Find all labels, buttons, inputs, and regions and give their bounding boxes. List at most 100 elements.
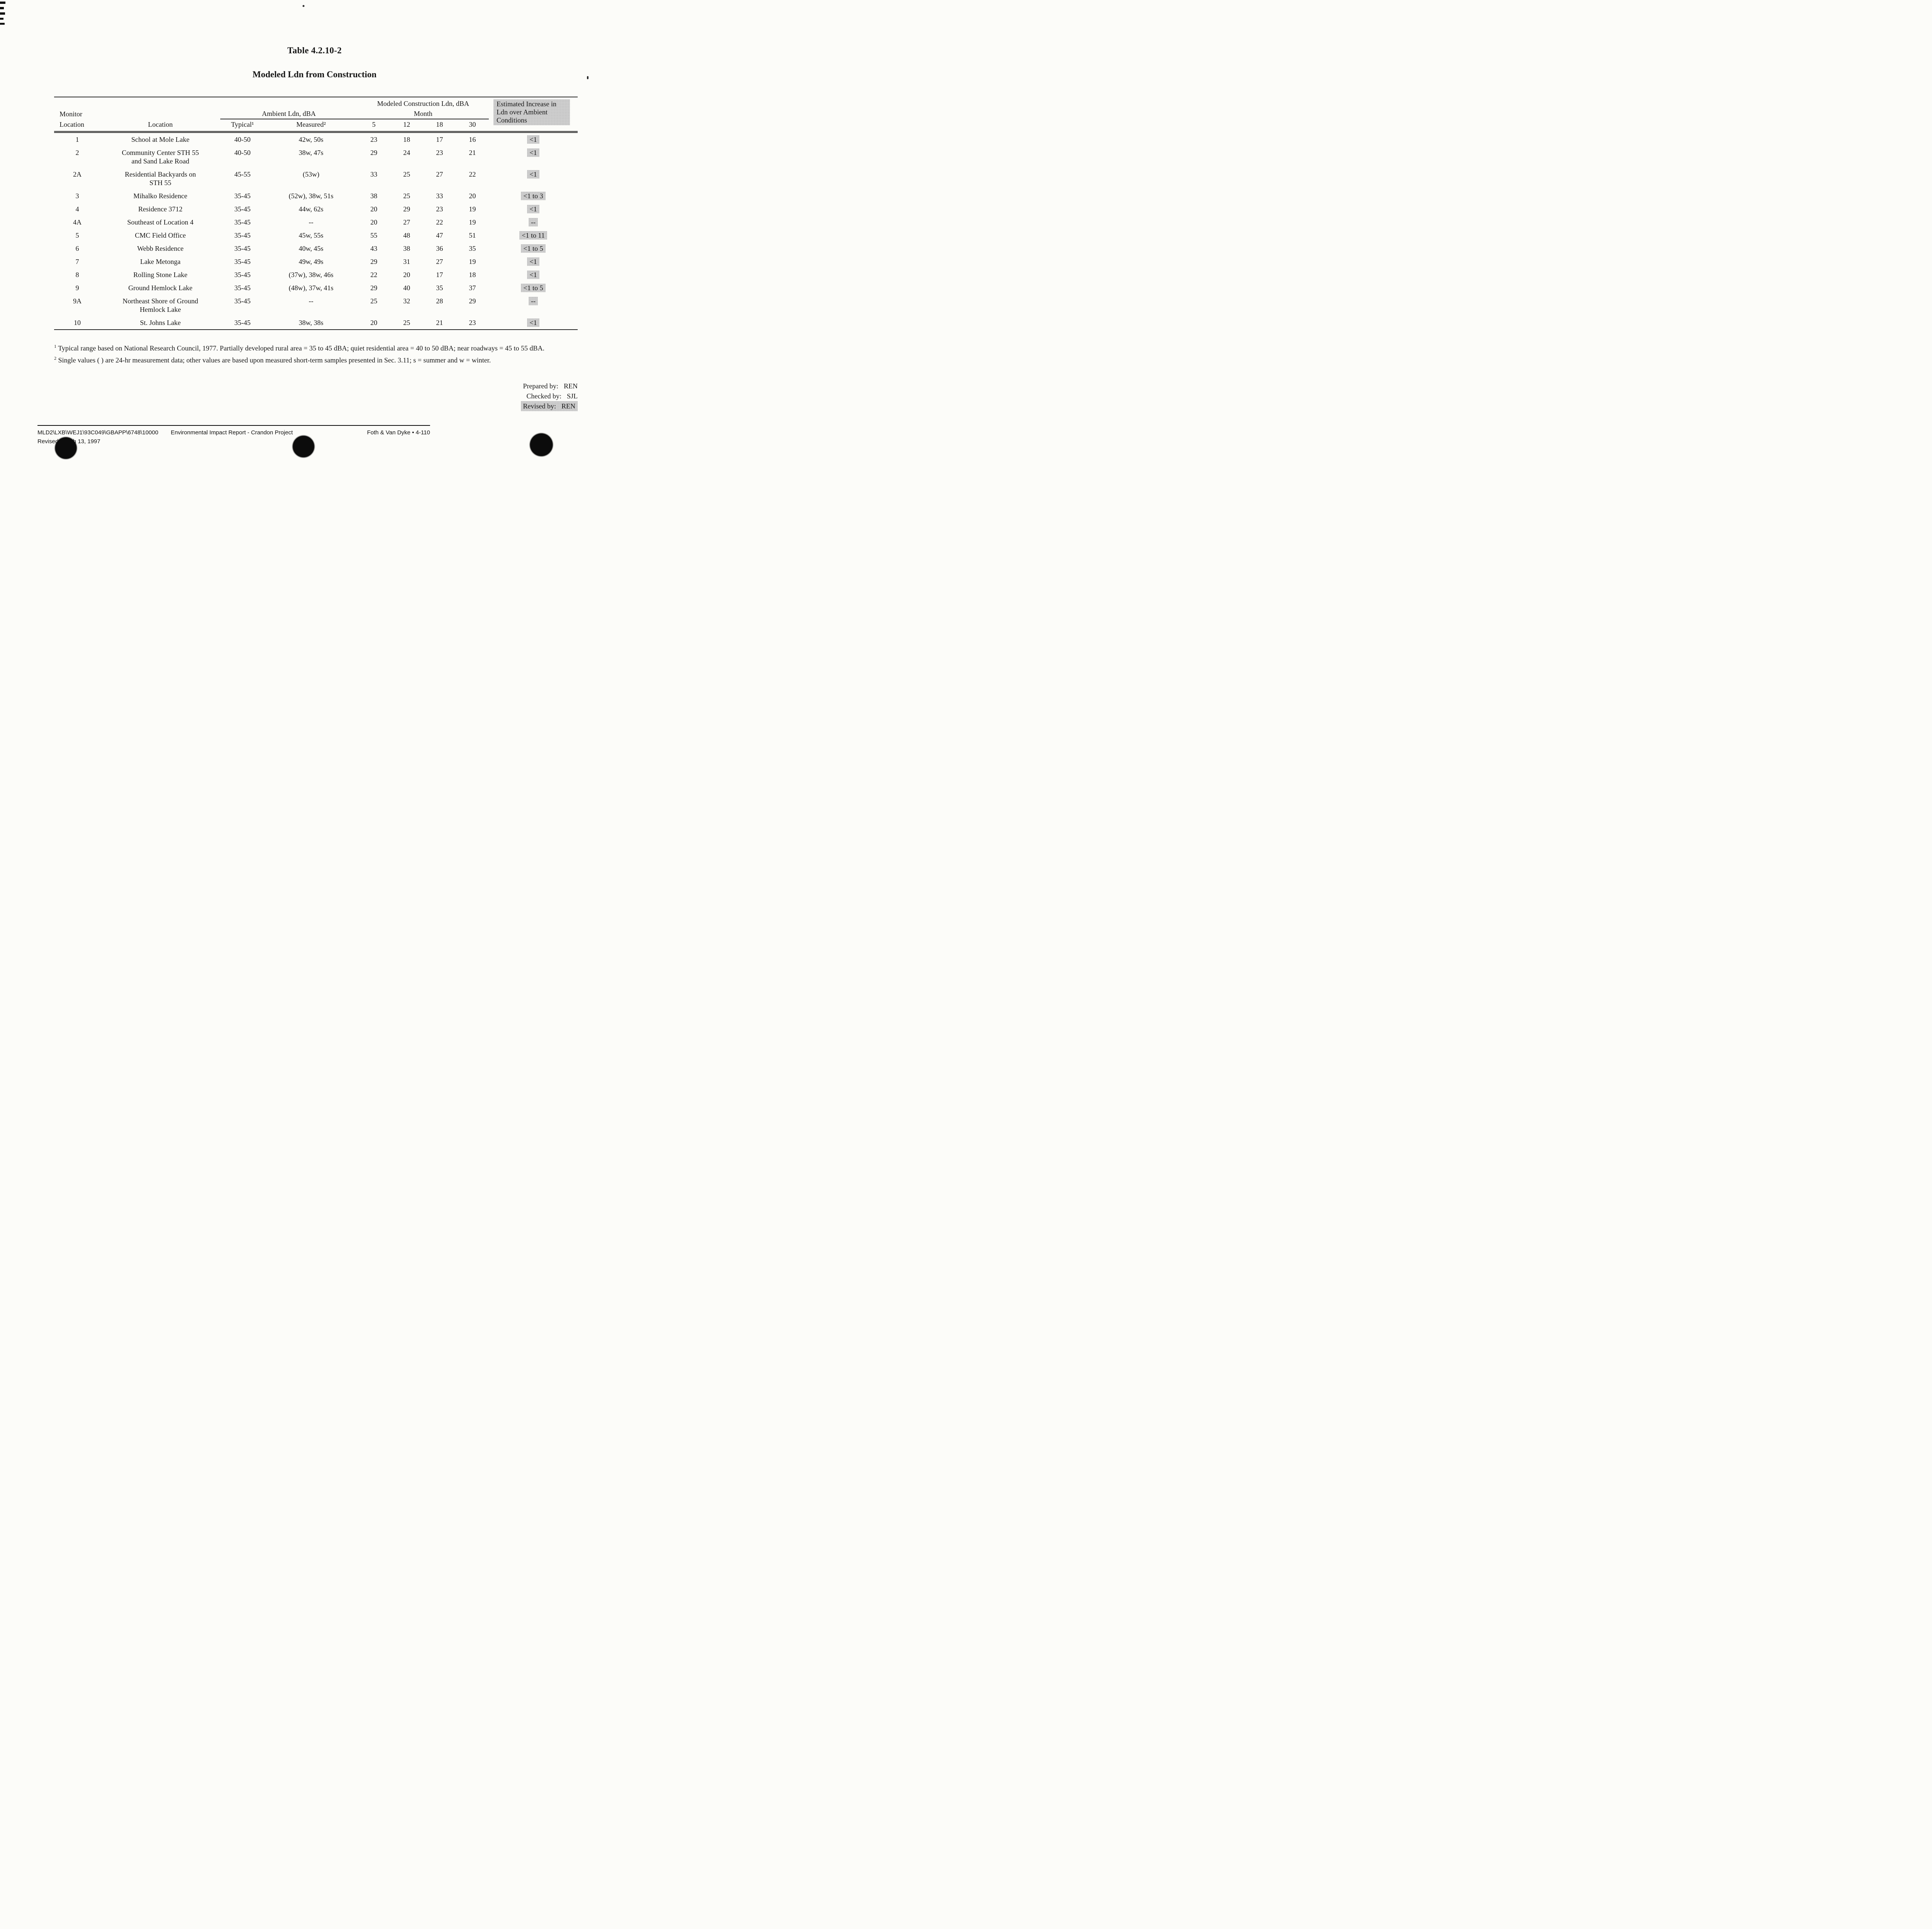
cell-month-18: 33 [436, 192, 443, 200]
header-spacer [54, 97, 357, 109]
cell-month-12: 40 [403, 284, 410, 292]
cell-estimated-increase: -- [489, 294, 578, 316]
cell-estimated-increase: <1 [489, 146, 578, 168]
location-text: Community Center STH 55 and Sand Lake Ro… [122, 149, 199, 165]
table-row: 8 Rolling Stone Lake 35-45 (37w), 38w, 4… [54, 268, 578, 281]
table-row: 10 St. Johns Lake 35-45 38w, 38s 20 25 2… [54, 316, 578, 330]
cell-month-12: 48 [403, 231, 410, 239]
modeled-ldn-table: Modeled Construction Ldn, dBA Estimated … [54, 97, 578, 330]
cell-monitor-location: 7 [75, 258, 79, 265]
cell-location: Northeast Shore of Ground Hemlock Lake [100, 294, 220, 316]
cell-month-12: 18 [403, 136, 410, 143]
table-row: 3 Mihalko Residence 35-45 (52w), 38w, 51… [54, 189, 578, 202]
cell-measured-ambient: -- [309, 218, 313, 226]
report-title: Environmental Impact Report - Crandon Pr… [170, 429, 293, 436]
header-location: Location [100, 119, 220, 133]
table-row: 2 Community Center STH 55 and Sand Lake … [54, 146, 578, 168]
cell-typical-ambient: 35-45 [234, 258, 251, 265]
estimated-increase-label: Estimated Increase in Ldn over Ambient C… [493, 99, 570, 125]
cell-month-12: 38 [403, 245, 410, 252]
table-row: 6 Webb Residence 35-45 40w, 45s 43 38 36… [54, 242, 578, 255]
cell-month-30: 23 [469, 319, 476, 327]
cell-month-5: 20 [370, 319, 378, 327]
footer-right: Foth & Van Dyke • 4-110 [367, 429, 430, 436]
cell-month-18: 17 [436, 136, 443, 143]
cell-monitor-location: 2A [73, 170, 82, 178]
cell-location: St. Johns Lake [100, 316, 220, 330]
hole-punch-right [530, 434, 553, 456]
cell-month-30: 16 [469, 136, 476, 143]
cell-location: Webb Residence [100, 242, 220, 255]
cell-estimated-increase: <1 to 3 [489, 189, 578, 202]
cell-month-30: 19 [469, 218, 476, 226]
cell-measured-ambient: 49w, 49s [299, 258, 323, 265]
scan-artifact [0, 7, 4, 9]
footnote-2: 2 Single values ( ) are 24-hr measuremen… [54, 354, 576, 365]
cell-estimated-increase: <1 to 5 [489, 242, 578, 255]
footnotes: 1 Typical range based on National Resear… [54, 342, 576, 365]
footnote-1-marker: 1 [54, 344, 56, 349]
header-monitor-line2: Location [54, 119, 100, 133]
increase-value: -- [529, 218, 538, 226]
table-row: 4A Southeast of Location 4 35-45 -- 20 2… [54, 216, 578, 229]
cell-month-30: 37 [469, 284, 476, 292]
header-row-subgroups: Monitor Ambient Ldn, dBA Month [54, 109, 578, 119]
scan-artifact [0, 12, 5, 15]
cell-location: Mihalko Residence [100, 189, 220, 202]
cell-typical-ambient: 35-45 [234, 192, 251, 200]
cell-month-18: 36 [436, 245, 443, 252]
cell-location: CMC Field Office [100, 229, 220, 242]
cell-location: Southeast of Location 4 [100, 216, 220, 229]
table-row: 1 School at Mole Lake 40-50 42w, 50s 23 … [54, 132, 578, 146]
header-row-columns: Location Location Typical¹ Measured² 5 1… [54, 119, 578, 133]
signoff-revised: Revised by: REN [520, 401, 578, 411]
header-typical: Typical¹ [220, 119, 265, 133]
table-row: 2A Residential Backyards on STH 55 45-55… [54, 168, 578, 189]
table-row: 4 Residence 3712 35-45 44w, 62s 20 29 23… [54, 202, 578, 216]
location-text: Residential Backyards on STH 55 [125, 170, 196, 187]
cell-month-30: 21 [469, 149, 476, 156]
header-measured: Measured² [265, 119, 357, 133]
cell-location: Rolling Stone Lake [100, 268, 220, 281]
footer-left: MLD2\LXB\WEJ1\93C049\GBAPP\6748\10000 En… [37, 429, 293, 445]
header-month-12: 12 [390, 119, 423, 133]
cell-month-5: 23 [370, 136, 378, 143]
cell-month-12: 25 [403, 170, 410, 178]
cell-typical-ambient: 40-50 [234, 149, 251, 156]
cell-month-18: 17 [436, 271, 443, 279]
cell-location: Residence 3712 [100, 202, 220, 216]
hole-punch-middle [293, 436, 314, 457]
cell-month-18: 27 [436, 258, 443, 265]
table-body: 1 School at Mole Lake 40-50 42w, 50s 2 3 … [54, 132, 578, 330]
signoff-block: Prepared by: REN Checked by: SJL Revised b… [520, 381, 578, 411]
footnote-1-text: Typical range based on National Research… [58, 344, 545, 352]
increase-value: <1 [527, 318, 539, 327]
cell-month-18: 23 [436, 149, 443, 156]
cell-monitor-location: 8 [75, 271, 79, 279]
increase-value: <1 [527, 205, 539, 213]
increase-value: <1 to 3 [521, 192, 546, 200]
footer-line-1: MLD2\LXB\WEJ1\93C049\GBAPP\6748\10000 En… [37, 429, 293, 436]
page-title: Table 4.2.10-2 [287, 46, 342, 55]
cell-estimated-increase: <1 [489, 168, 578, 189]
header-ambient-group: Ambient Ldn, dBA [220, 109, 357, 119]
cell-month-12: 25 [403, 319, 410, 327]
header-modeled-construction-group: Modeled Construction Ldn, dBA [377, 100, 469, 107]
signoff-prepared: Prepared by: REN [521, 381, 578, 391]
increase-value: -- [529, 297, 538, 305]
cell-month-18: 47 [436, 231, 443, 239]
cell-typical-ambient: 45-55 [234, 170, 251, 178]
noise-table: Modeled Construction Ldn, dBA Estimated … [54, 97, 578, 330]
cell-month-18: 28 [436, 297, 443, 305]
document-path: MLD2\LXB\WEJ1\93C049\GBAPP\6748\10000 [37, 429, 158, 436]
revised-by-chip: Revised by: REN [520, 401, 578, 411]
prepared-by-label: Prepared by: [523, 382, 558, 390]
location-text: St. Johns Lake [140, 319, 181, 327]
location-text: Southeast of Location 4 [127, 218, 194, 226]
cell-typical-ambient: 35-45 [234, 297, 251, 305]
cell-month-30: 35 [469, 245, 476, 252]
cell-measured-ambient: 42w, 50s [299, 136, 323, 143]
document-header: Table 4.2.10-2 Modeled Ldn from Construc… [0, 0, 629, 80]
cell-monitor-location: 3 [75, 192, 79, 200]
cell-estimated-increase: <1 to 5 [489, 281, 578, 294]
